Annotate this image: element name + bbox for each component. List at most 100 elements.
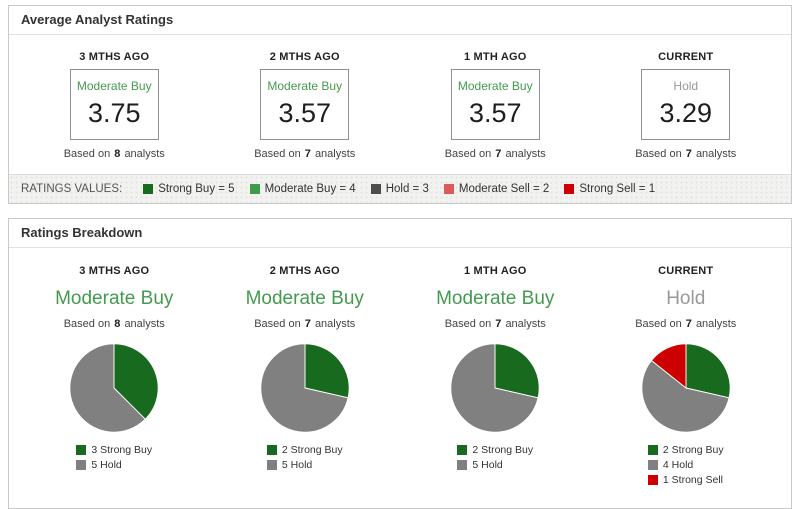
breakdown-column-2mths: 2 MTHS AGO Moderate Buy Based on 7 analy… bbox=[210, 265, 401, 490]
pie-legend-item: 2 Strong Buy bbox=[266, 444, 343, 456]
pie-chart bbox=[449, 342, 541, 434]
analyst-count-note: Based on 7 analysts bbox=[254, 318, 356, 330]
legend-label: Strong Buy = 5 bbox=[158, 183, 235, 195]
analyst-count-note: Based on 7 analysts bbox=[254, 148, 356, 160]
average-ratings-grid: 3 MTHS AGO Moderate Buy 3.75 Based on 8 … bbox=[9, 35, 791, 174]
pie-legend: 3 Strong Buy 5 Hold bbox=[76, 441, 152, 474]
pie-legend-swatch-icon bbox=[266, 460, 277, 470]
pie-slice bbox=[641, 359, 730, 433]
pie-legend-swatch-icon bbox=[647, 475, 658, 485]
analyst-count-note: Based on 7 analysts bbox=[444, 318, 546, 330]
rating-box: Moderate Buy 3.57 bbox=[260, 69, 350, 140]
pie-legend-item: 2 Strong Buy bbox=[647, 444, 724, 456]
legend-item-strong-sell: Strong Sell = 1 bbox=[564, 183, 655, 195]
period-label: CURRENT bbox=[658, 265, 714, 277]
analyst-count: 7 bbox=[685, 148, 692, 160]
pie-legend: 2 Strong Buy 4 Hold 1 Strong Sell bbox=[647, 441, 724, 489]
pie-legend-label: 5 Hold bbox=[281, 459, 313, 471]
pie-slice bbox=[450, 343, 539, 433]
rating-label: Moderate Buy bbox=[267, 79, 343, 93]
analyst-count-note: Based on 8 analysts bbox=[63, 148, 165, 160]
legend-label: Hold = 3 bbox=[385, 183, 429, 195]
pie-chart bbox=[259, 342, 351, 434]
pie-legend-item: 3 Strong Buy bbox=[76, 444, 152, 456]
ratings-breakdown-grid: 3 MTHS AGO Moderate Buy Based on 8 analy… bbox=[9, 248, 791, 508]
pie-slice bbox=[685, 343, 731, 399]
pie-legend-swatch-icon bbox=[266, 445, 277, 455]
period-label: 1 MTH AGO bbox=[463, 51, 527, 63]
pie-legend-item: 5 Hold bbox=[457, 459, 533, 471]
moderate-sell-swatch-icon bbox=[443, 184, 454, 194]
pie-legend-item: 2 Strong Buy bbox=[457, 444, 533, 456]
rating-value: 3.29 bbox=[659, 98, 713, 128]
analyst-count-note: Based on 7 analysts bbox=[635, 148, 737, 160]
pie-legend-swatch-icon bbox=[647, 445, 658, 455]
analyst-count: 7 bbox=[304, 318, 311, 330]
rating-label: Moderate Buy bbox=[55, 288, 174, 309]
pie-chart bbox=[640, 342, 732, 434]
pie-legend: 2 Strong Buy 5 Hold bbox=[266, 441, 343, 474]
pie-slice bbox=[494, 343, 540, 399]
analyst-count: 7 bbox=[304, 148, 311, 160]
period-label: 3 MTHS AGO bbox=[79, 265, 150, 277]
panel-title: Ratings Breakdown bbox=[9, 219, 791, 248]
period-label: 2 MTHS AGO bbox=[269, 265, 340, 277]
strong-buy-swatch-icon bbox=[143, 184, 154, 194]
period-label: 2 MTHS AGO bbox=[269, 51, 340, 63]
analyst-count-note: Based on 7 analysts bbox=[635, 318, 737, 330]
breakdown-column-current: CURRENT Hold Based on 7 analysts 2 Stron… bbox=[591, 265, 782, 490]
avg-rating-column-current: CURRENT Hold 3.29 Based on 7 analysts bbox=[591, 51, 782, 160]
legend-label: Strong Sell = 1 bbox=[579, 183, 656, 195]
strong-sell-swatch-icon bbox=[564, 184, 575, 194]
legend-label: Moderate Buy = 4 bbox=[264, 183, 356, 195]
analyst-count-note: Based on 8 analysts bbox=[63, 318, 165, 330]
ratings-values-label: RATINGS VALUES: bbox=[21, 183, 123, 195]
analyst-count: 7 bbox=[685, 318, 692, 330]
pie-legend-label: 3 Strong Buy bbox=[91, 444, 153, 456]
analyst-count: 7 bbox=[495, 148, 502, 160]
avg-rating-column-3mths: 3 MTHS AGO Moderate Buy 3.75 Based on 8 … bbox=[19, 51, 210, 160]
hold-swatch-icon bbox=[370, 184, 381, 194]
legend-item-hold: Hold = 3 bbox=[370, 183, 429, 195]
breakdown-column-1mth: 1 MTH AGO Moderate Buy Based on 7 analys… bbox=[400, 265, 591, 490]
pie-slice bbox=[304, 343, 350, 399]
analyst-count-note: Based on 7 analysts bbox=[444, 148, 546, 160]
rating-label: Hold bbox=[673, 79, 699, 93]
rating-box: Moderate Buy 3.57 bbox=[450, 69, 540, 140]
pie-legend-label: 2 Strong Buy bbox=[472, 444, 534, 456]
pie-legend-swatch-icon bbox=[457, 445, 468, 455]
pie-legend-swatch-icon bbox=[457, 460, 468, 470]
pie-chart bbox=[68, 342, 160, 434]
rating-box: Moderate Buy 3.75 bbox=[69, 69, 159, 140]
rating-value: 3.75 bbox=[87, 98, 141, 128]
avg-rating-column-2mths: 2 MTHS AGO Moderate Buy 3.57 Based on 7 … bbox=[210, 51, 401, 160]
pie-legend-label: 5 Hold bbox=[91, 459, 122, 471]
rating-label: Moderate Buy bbox=[245, 288, 364, 309]
pie-legend-swatch-icon bbox=[647, 460, 658, 470]
rating-box: Hold 3.29 bbox=[641, 69, 731, 140]
rating-label: Hold bbox=[666, 288, 706, 309]
ratings-values-legend-bar: RATINGS VALUES: Strong Buy = 5 Moderate … bbox=[9, 174, 791, 203]
rating-value: 3.57 bbox=[468, 98, 522, 128]
pie-legend: 2 Strong Buy 5 Hold bbox=[457, 441, 533, 474]
pie-slice bbox=[260, 343, 349, 433]
analyst-count: 8 bbox=[114, 318, 121, 330]
pie-legend-item: 1 Strong Sell bbox=[647, 474, 724, 486]
rating-label: Moderate Buy bbox=[76, 79, 152, 93]
pie-slice bbox=[650, 343, 687, 389]
rating-label: Moderate Buy bbox=[457, 79, 533, 93]
pie-legend-item: 5 Hold bbox=[266, 459, 343, 471]
pie-legend-label: 2 Strong Buy bbox=[662, 444, 724, 456]
pie-legend-item: 4 Hold bbox=[647, 459, 724, 471]
panel-title: Average Analyst Ratings bbox=[9, 6, 791, 35]
ratings-breakdown-panel: Ratings Breakdown 3 MTHS AGO Moderate Bu… bbox=[8, 218, 792, 509]
legend-item-moderate-sell: Moderate Sell = 2 bbox=[443, 183, 550, 195]
breakdown-column-3mths: 3 MTHS AGO Moderate Buy Based on 8 analy… bbox=[19, 265, 210, 490]
legend-label: Moderate Sell = 2 bbox=[458, 183, 550, 195]
pie-legend-label: 5 Hold bbox=[472, 459, 503, 471]
pie-legend-label: 4 Hold bbox=[662, 459, 694, 471]
pie-slice bbox=[69, 343, 147, 433]
legend-item-moderate-buy: Moderate Buy = 4 bbox=[249, 183, 356, 195]
pie-legend-swatch-icon bbox=[76, 460, 87, 470]
analyst-count: 7 bbox=[495, 318, 502, 330]
